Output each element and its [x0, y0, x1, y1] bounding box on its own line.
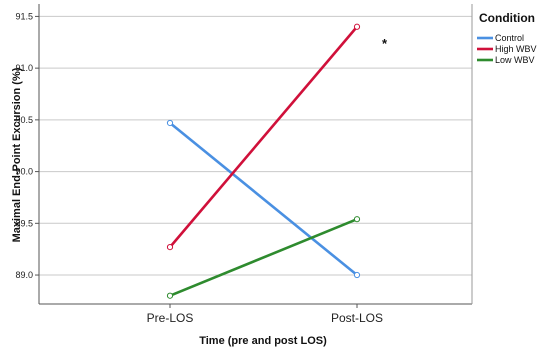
- data-point: [166, 292, 174, 299]
- x-axis-title: Time (pre and post LOS): [199, 335, 327, 347]
- y-axis-ticks: 89.0 89.5 90.0 90.5 91.0 91.5: [15, 11, 39, 280]
- legend-label: Low WBV: [495, 55, 535, 65]
- y-axis-title: Maximal End-Point Excursion (%): [11, 67, 23, 242]
- x-axis-ticks: Pre-LOS Post-LOS: [147, 304, 383, 325]
- y-tick-label: 90.5: [15, 115, 33, 125]
- y-tick-label: 91.5: [15, 11, 33, 21]
- significance-annotation: *: [382, 36, 388, 51]
- series-control: [166, 119, 361, 279]
- data-point: [353, 23, 361, 30]
- series-line: [169, 25, 358, 248]
- series-lines: [166, 23, 361, 299]
- series-low-wbv: [166, 216, 361, 299]
- gridlines: [39, 15, 472, 276]
- y-tick-label: 89.5: [15, 218, 33, 228]
- legend-label: High WBV: [495, 44, 537, 54]
- series-line: [169, 121, 358, 277]
- x-tick-label: Pre-LOS: [147, 311, 194, 325]
- data-point: [353, 216, 361, 223]
- y-tick-label: 91.0: [15, 63, 33, 73]
- legend-title: Condition: [479, 11, 535, 25]
- legend-label: Control: [495, 33, 524, 43]
- data-point: [166, 119, 174, 127]
- x-tick-label: Post-LOS: [331, 311, 383, 325]
- data-point: [166, 244, 174, 251]
- y-tick-label: 89.0: [15, 270, 33, 280]
- series-high-wbv: [166, 23, 361, 251]
- plot-frame: [38, 4, 473, 305]
- y-tick-label: 90.0: [15, 167, 33, 177]
- data-point: [353, 271, 361, 279]
- series-line: [169, 217, 358, 297]
